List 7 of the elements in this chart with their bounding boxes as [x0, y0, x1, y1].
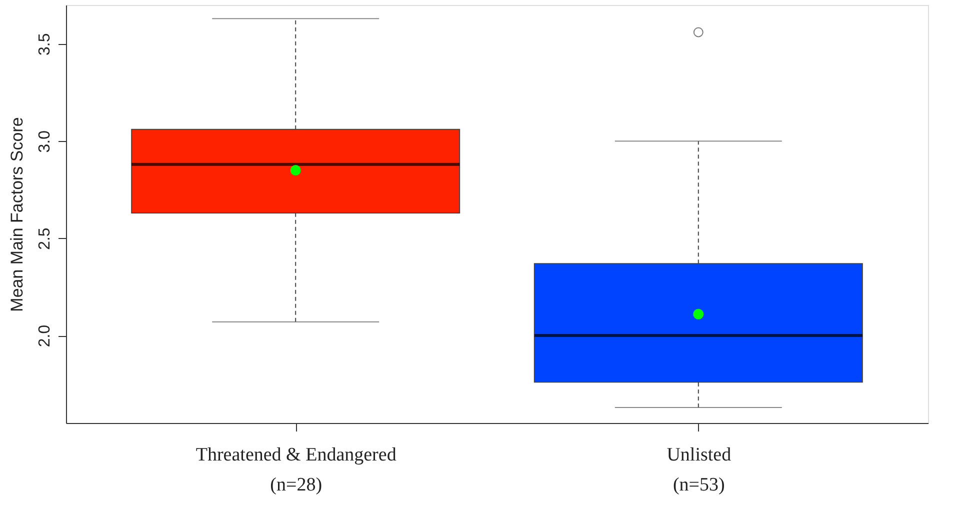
x-tick-label: Threatened & Endangered (n=28)	[196, 444, 397, 496]
y-axis-title: Mean Main Factors Score	[8, 117, 26, 312]
y-tick-label: 2.0	[36, 324, 54, 348]
y-tick-label: 2.5	[36, 228, 54, 250]
y-tick-label: 3.5	[36, 33, 54, 56]
y-tick-label: 3.0	[36, 130, 54, 153]
x-tick-label: Unlisted (n=53)	[666, 444, 732, 496]
